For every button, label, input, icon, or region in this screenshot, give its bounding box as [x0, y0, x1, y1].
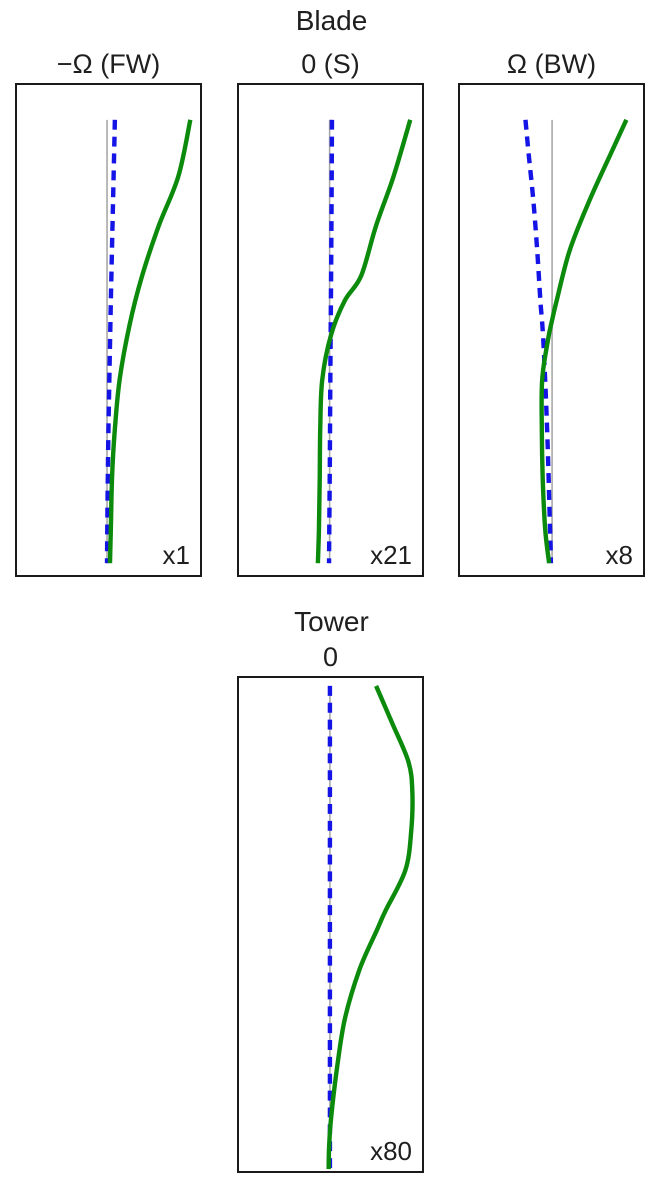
panel-blade-s-scale-label: x21: [370, 540, 412, 570]
dashed-mode-curve: [104, 119, 118, 564]
panel-blade-bw-scale-label: x8: [605, 540, 633, 570]
panel-blade-fw-scale-label: x1: [162, 540, 190, 570]
panel-blade-bw: Ω (BW) x8: [458, 49, 645, 577]
solid-mode-curve: [315, 119, 413, 564]
solid-mode-curve: [107, 119, 193, 564]
panel-tower-plot: [326, 685, 415, 1170]
panel-blade-bw-plot: [523, 118, 629, 564]
solid-mode-curve: [326, 685, 415, 1170]
dashed-mode-curve: [326, 119, 335, 564]
panel-blade-bw-title: Ω (BW): [506, 49, 597, 79]
panel-tower: 0 x80: [237, 642, 424, 1173]
panel-blade-fw-plot: [104, 119, 193, 564]
panel-blade-fw: −Ω (FW) x1: [15, 49, 202, 577]
dashed-mode-curve: [523, 119, 554, 564]
panel-blade-s-plot: [315, 119, 413, 564]
panel-blade-s: 0 (S) x21: [237, 49, 424, 577]
solid-mode-curve: [539, 118, 629, 564]
panel-blade-s-title: 0 (S): [301, 49, 360, 79]
blade-group-title: Blade: [295, 5, 368, 36]
panel-tower-title: 0: [322, 642, 339, 672]
tower-group-title: Tower: [294, 606, 369, 637]
panel-blade-fw-title: −Ω (FW): [56, 49, 161, 79]
panel-tower-scale-label: x80: [370, 1136, 412, 1166]
